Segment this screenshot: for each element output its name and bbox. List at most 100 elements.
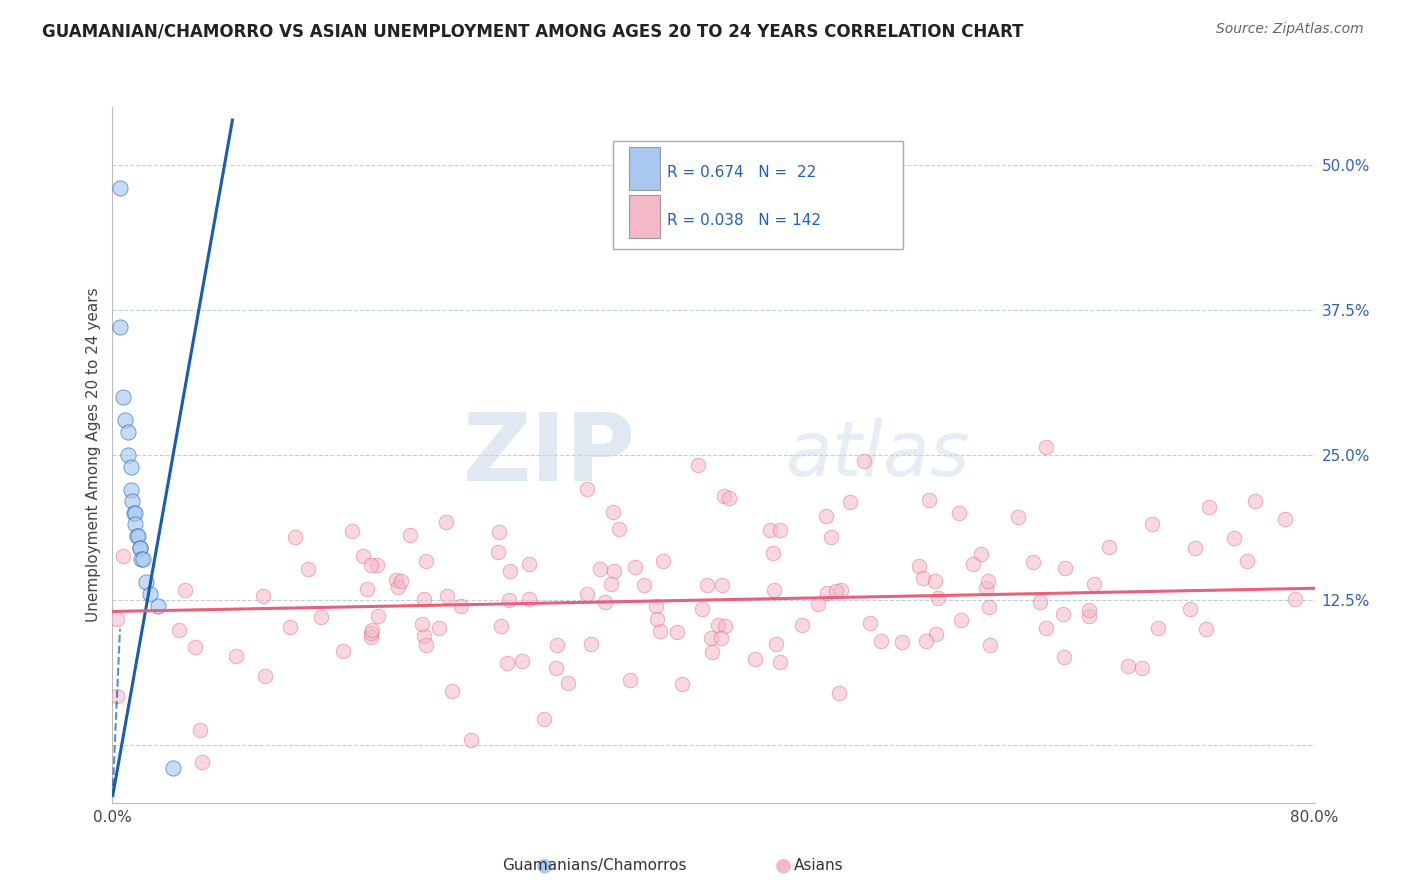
- Point: [648, 624, 671, 639]
- Point: [718, 491, 741, 506]
- Point: [1053, 561, 1076, 575]
- Point: [815, 586, 838, 600]
- Point: [415, 554, 437, 568]
- Point: [1029, 595, 1052, 609]
- Point: [1284, 591, 1306, 606]
- Point: [1274, 511, 1296, 525]
- Point: [162, 761, 184, 775]
- Point: [557, 676, 579, 690]
- Point: [603, 564, 626, 578]
- Point: [713, 619, 735, 633]
- Point: [948, 507, 970, 521]
- Point: [1195, 622, 1218, 636]
- Point: [488, 524, 510, 539]
- Point: [131, 552, 153, 566]
- Point: [120, 459, 142, 474]
- Point: [579, 637, 602, 651]
- Point: [624, 560, 647, 574]
- Y-axis label: Unemployment Among Ages 20 to 24 years: Unemployment Among Ages 20 to 24 years: [86, 287, 101, 623]
- Point: [440, 684, 463, 698]
- Text: ●: ●: [536, 855, 554, 875]
- Point: [666, 624, 689, 639]
- Point: [1078, 603, 1101, 617]
- Point: [1130, 660, 1153, 674]
- Point: [517, 557, 540, 571]
- Point: [366, 558, 388, 572]
- Point: [352, 549, 374, 564]
- Point: [891, 634, 914, 648]
- Point: [1078, 609, 1101, 624]
- Text: Source: ZipAtlas.com: Source: ZipAtlas.com: [1216, 22, 1364, 37]
- Point: [146, 599, 169, 613]
- Point: [332, 644, 354, 658]
- Point: [427, 622, 450, 636]
- Text: Asians: Asians: [794, 858, 844, 872]
- Point: [600, 576, 623, 591]
- Point: [360, 630, 382, 644]
- Point: [644, 599, 666, 613]
- Point: [389, 574, 412, 589]
- Point: [546, 638, 568, 652]
- Point: [174, 583, 197, 598]
- Point: [510, 654, 533, 668]
- Point: [645, 612, 668, 626]
- Point: [1035, 621, 1057, 635]
- Point: [398, 528, 420, 542]
- Point: [184, 640, 207, 655]
- Point: [699, 631, 721, 645]
- Text: ZIP: ZIP: [463, 409, 636, 501]
- Text: atlas: atlas: [786, 418, 970, 491]
- Point: [121, 494, 143, 508]
- Point: [114, 413, 136, 427]
- Point: [696, 578, 718, 592]
- Point: [124, 517, 146, 532]
- Point: [1180, 601, 1202, 615]
- Point: [120, 483, 142, 497]
- Point: [710, 632, 733, 646]
- Text: R = 0.038   N = 142: R = 0.038 N = 142: [666, 213, 821, 228]
- Point: [830, 582, 852, 597]
- Point: [962, 558, 984, 572]
- Point: [111, 390, 134, 404]
- Point: [700, 645, 723, 659]
- Point: [815, 508, 838, 523]
- Point: [297, 562, 319, 576]
- Point: [927, 591, 949, 605]
- Point: [124, 506, 146, 520]
- Point: [593, 595, 616, 609]
- Point: [436, 590, 458, 604]
- Point: [838, 495, 860, 509]
- Point: [619, 673, 641, 687]
- Point: [254, 669, 277, 683]
- Point: [434, 515, 457, 529]
- Point: [979, 638, 1001, 652]
- Point: [1243, 494, 1265, 508]
- Point: [340, 524, 363, 539]
- Point: [108, 320, 131, 334]
- Point: [912, 571, 935, 585]
- Point: [105, 690, 128, 704]
- Point: [1035, 440, 1057, 454]
- Point: [1007, 509, 1029, 524]
- Point: [495, 656, 517, 670]
- Point: [763, 583, 786, 598]
- Point: [412, 592, 434, 607]
- Point: [278, 620, 301, 634]
- Point: [651, 554, 673, 568]
- Point: [825, 583, 848, 598]
- Text: GUAMANIAN/CHAMORRO VS ASIAN UNEMPLOYMENT AMONG AGES 20 TO 24 YEARS CORRELATION C: GUAMANIAN/CHAMORRO VS ASIAN UNEMPLOYMENT…: [42, 22, 1024, 40]
- Point: [828, 686, 851, 700]
- Point: [1053, 649, 1076, 664]
- Point: [1146, 621, 1168, 635]
- Point: [671, 677, 693, 691]
- Point: [1052, 607, 1074, 621]
- Point: [225, 649, 247, 664]
- Point: [633, 577, 655, 591]
- Point: [914, 634, 936, 648]
- Text: ●: ●: [775, 855, 793, 875]
- Point: [762, 546, 785, 560]
- Point: [108, 181, 131, 195]
- Point: [499, 564, 522, 578]
- Point: [792, 617, 814, 632]
- Point: [112, 549, 135, 563]
